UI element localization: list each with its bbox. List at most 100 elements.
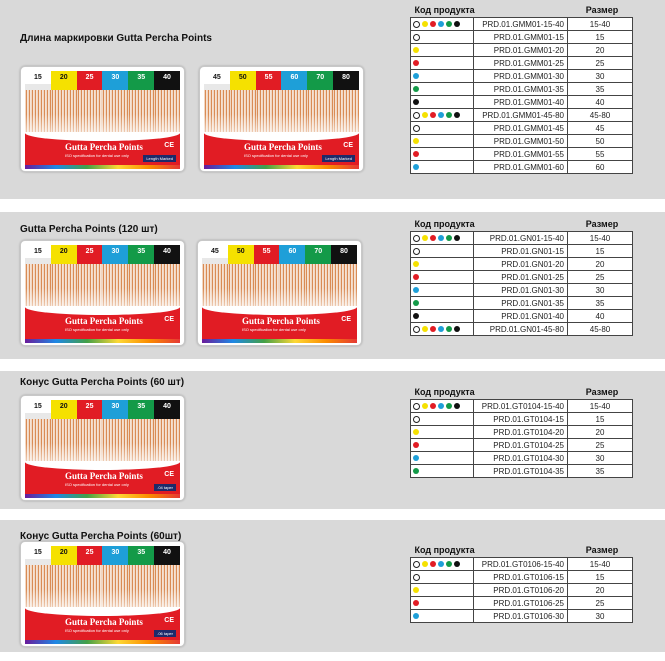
header-size: Размер [585, 545, 619, 555]
color-dot-icon [446, 326, 452, 333]
header-size: Размер [585, 5, 619, 15]
product-code: PRD.01.GMM01-15 [473, 30, 568, 44]
section-120: Gutta Percha Points (120 шт) 15 20 25 30 35 4… [0, 212, 665, 359]
color-dot-icon [438, 21, 444, 28]
table-row: PRD.01.GMM01-50 50 [410, 134, 633, 148]
point-column [25, 413, 51, 461]
rainbow-stripe [204, 165, 359, 169]
color-dot-icon [413, 234, 420, 242]
color-dots [410, 108, 474, 122]
color-dots [410, 231, 474, 245]
color-dots [410, 451, 474, 465]
product-size: 15-40 [567, 557, 633, 571]
table-row: PRD.01.GMM01-15-40 15-40 [410, 17, 633, 31]
point-column [331, 258, 357, 306]
point-column [128, 559, 155, 607]
color-dot-icon [454, 21, 460, 28]
color-dot-icon [413, 468, 419, 475]
size-label: 20 [50, 245, 77, 258]
size-label: 20 [50, 400, 77, 413]
size-label: 20 [50, 71, 77, 84]
product-size: 35 [567, 82, 633, 96]
color-dot-icon [430, 235, 436, 242]
color-dots [410, 570, 474, 584]
points-tray [25, 258, 180, 306]
product-size: 20 [567, 583, 633, 597]
header-size: Размер [585, 219, 619, 229]
point-column [307, 84, 334, 132]
ce-mark: CE [343, 142, 353, 149]
table-row: PRD.01.GMM01-40 40 [410, 95, 633, 109]
product-box-15-40: 15 20 25 30 35 40 Gutta Percha Points ISO speci… [20, 240, 185, 346]
header-size: Размер [585, 387, 619, 397]
product-code: PRD.01.GT0104-30 [473, 451, 568, 465]
color-dot-icon [413, 442, 419, 449]
points-tray [25, 559, 180, 607]
color-dot-icon [413, 415, 420, 423]
product-table: Код продукта Размер PRD.01.GMM01-15-40 15-4… [410, 5, 633, 174]
color-dots [410, 134, 474, 148]
product-size: 30 [567, 283, 633, 297]
point-column [204, 84, 230, 132]
color-dot-icon [413, 300, 419, 307]
product-code: PRD.01.GN01-15-40 [473, 231, 568, 245]
table-row: PRD.01.GN01-15 15 [410, 244, 633, 258]
product-code: PRD.01.GT0104-25 [473, 438, 568, 452]
header-code: Код продукта [414, 545, 475, 555]
point-column [202, 258, 228, 306]
product-size: 25 [567, 438, 633, 452]
product-box-15-40: 15 20 25 30 35 40 Gutta Percha Points ISO speci… [20, 395, 185, 501]
product-name: Gutta Percha Points [65, 316, 143, 326]
color-dots [410, 160, 474, 174]
size-label: 50 [229, 71, 256, 84]
color-dots [410, 69, 474, 83]
point-column [50, 413, 77, 461]
point-column [76, 258, 103, 306]
section-title: Конус Gutta Percha Points (60шт) [20, 531, 182, 542]
product-code: PRD.01.GT0106-30 [473, 609, 568, 623]
color-dot-icon [413, 86, 419, 93]
table-row: PRD.01.GMM01-30 30 [410, 69, 633, 83]
section-title: Конус Gutta Percha Points (60 шт) [20, 377, 185, 388]
point-column [253, 258, 280, 306]
product-size: 40 [567, 95, 633, 109]
color-dots [410, 399, 474, 413]
type-badge: Length Marked [143, 155, 176, 162]
size-label: 60 [279, 245, 306, 258]
color-dots [410, 596, 474, 610]
point-column [25, 84, 51, 132]
wave-decoration [25, 462, 180, 470]
section-taper-04: Конус Gutta Percha Points (60 шт) 15 20 25… [0, 371, 665, 509]
size-label: 80 [331, 245, 357, 258]
product-size: 30 [567, 69, 633, 83]
ce-mark: CE [164, 617, 174, 624]
size-label: 20 [50, 546, 77, 559]
ce-mark: CE [164, 142, 174, 149]
product-desc: ISO specification for dental use only [65, 153, 129, 158]
color-dot-icon [438, 235, 444, 242]
product-code: PRD.01.GT0104-15-40 [473, 399, 568, 413]
product-name: Gutta Percha Points [242, 316, 320, 326]
color-dots [410, 283, 474, 297]
header-code: Код продукта [414, 219, 475, 229]
color-dot-icon [413, 313, 419, 320]
color-dot-icon [446, 112, 452, 119]
size-label: 15 [25, 546, 51, 559]
product-name: Gutta Percha Points [244, 142, 322, 152]
color-dot-icon [413, 402, 420, 410]
product-desc: ISO specification for dental use only [65, 482, 129, 487]
point-column [255, 84, 282, 132]
point-column [333, 84, 359, 132]
rainbow-stripe [25, 640, 180, 644]
product-size: 25 [567, 596, 633, 610]
size-strip: 45 50 55 60 70 80 [202, 245, 357, 258]
table-row: PRD.01.GN01-45-80 45-80 [410, 322, 633, 336]
wave-decoration [25, 133, 180, 141]
product-code: PRD.01.GT0104-15 [473, 412, 568, 426]
product-size: 15-40 [567, 231, 633, 245]
point-column [227, 258, 254, 306]
size-label: 25 [76, 71, 103, 84]
size-label: 35 [128, 546, 155, 559]
wave-decoration [25, 307, 180, 315]
color-dot-icon [430, 326, 436, 333]
